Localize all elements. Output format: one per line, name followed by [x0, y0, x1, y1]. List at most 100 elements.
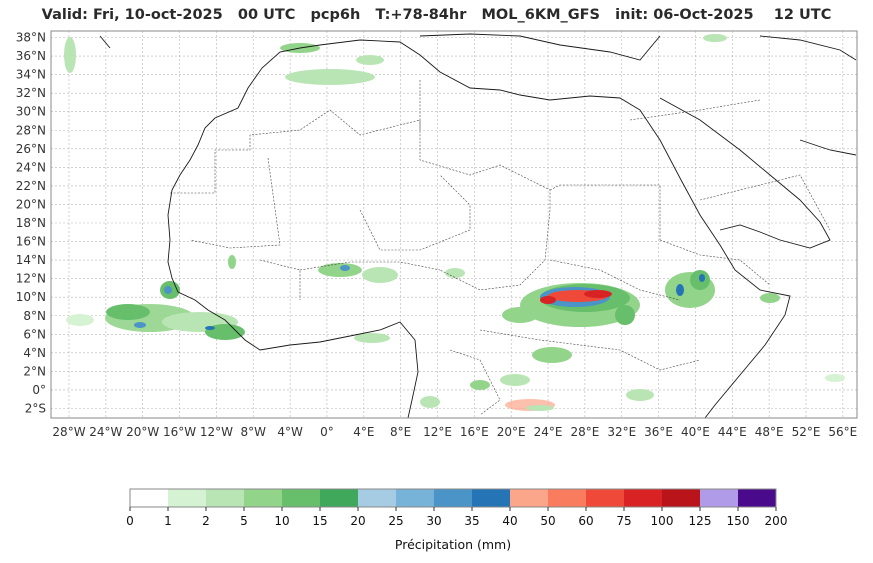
- precip-area: [703, 34, 727, 42]
- lat-label: 4°N: [23, 346, 46, 360]
- lat-label: 2°N: [23, 364, 46, 378]
- coastline: [99, 35, 111, 49]
- precip-area: [760, 293, 780, 303]
- lat-label: 14°N: [16, 253, 46, 267]
- precip-area: [354, 333, 390, 343]
- lon-label: 56°E: [828, 425, 857, 439]
- colorbar-box: [548, 489, 586, 507]
- precip-area: [626, 389, 654, 401]
- lon-label: 36°E: [644, 425, 673, 439]
- lat-label: 6°N: [23, 327, 46, 341]
- lat-label: 24°N: [16, 160, 46, 174]
- lon-label: 24°E: [534, 425, 563, 439]
- precip-area: [205, 326, 215, 330]
- lon-label: 20°W: [126, 425, 159, 439]
- precip-area: [502, 307, 538, 323]
- border-line: [549, 259, 681, 301]
- colorbar-tick-label: 40: [502, 514, 517, 528]
- lat-label: 30°N: [16, 105, 46, 119]
- colorbar-box: [738, 489, 776, 507]
- lat-label: 16°N: [16, 235, 46, 249]
- colorbar-box: [358, 489, 396, 507]
- precip-area: [526, 405, 554, 411]
- lat-label: 18°N: [16, 216, 46, 230]
- border-line: [629, 99, 761, 121]
- lon-label: 16°W: [163, 425, 196, 439]
- precip-area: [318, 263, 362, 277]
- coastline: [659, 97, 831, 249]
- lat-label: 20°N: [16, 197, 46, 211]
- border-line: [299, 261, 441, 271]
- lat-label: 36°N: [16, 49, 46, 63]
- precip-area: [615, 305, 635, 325]
- colorbar-box: [320, 489, 358, 507]
- lon-label: 44°E: [718, 425, 747, 439]
- country-borders: [170, 80, 831, 416]
- lon-label: 28°E: [570, 425, 599, 439]
- lat-label: 38°N: [16, 31, 46, 45]
- lon-label: 40°E: [681, 425, 710, 439]
- precip-area: [420, 396, 440, 408]
- colorbar-label: Précipitation (mm): [394, 537, 512, 552]
- lon-label: 16°E: [460, 425, 489, 439]
- lon-label: 4°W: [277, 425, 303, 439]
- precip-area: [470, 380, 490, 390]
- colorbar-box: [396, 489, 434, 507]
- coastline: [319, 39, 641, 111]
- coastline: [639, 109, 791, 419]
- colorbar-tick-label: 75: [616, 514, 631, 528]
- precip-area: [540, 296, 556, 304]
- lon-label: 8°E: [390, 425, 411, 439]
- precip-area: [285, 69, 375, 85]
- lon-label: 52°E: [792, 425, 821, 439]
- colorbar-tick-label: 30: [426, 514, 441, 528]
- precip-area: [532, 347, 572, 363]
- coastlines: [99, 33, 857, 419]
- colorbar-tick-label: 60: [578, 514, 593, 528]
- coastline: [799, 139, 857, 156]
- precip-area: [500, 374, 530, 386]
- colorbar-tick-label: 100: [651, 514, 674, 528]
- colorbar-tick-label: 10: [274, 514, 289, 528]
- map-title: Valid: Fri, 10-oct-2025 00 UTC pcp6h T:+…: [41, 7, 832, 23]
- lat-label: 34°N: [16, 68, 46, 82]
- border-line: [259, 259, 301, 300]
- colorbar-box: [282, 489, 320, 507]
- colorbar-tick-label: 150: [727, 514, 750, 528]
- border-line: [189, 157, 281, 249]
- colorbar-tick-label: 2: [202, 514, 210, 528]
- colorbar-tick-label: 125: [689, 514, 712, 528]
- colorbar-box: [624, 489, 662, 507]
- precip-area: [66, 314, 94, 326]
- map-frame-bg: [51, 31, 857, 418]
- lon-label: 28°W: [52, 425, 85, 439]
- lon-label: 48°E: [755, 425, 784, 439]
- colorbar-tick-label: 1: [164, 514, 172, 528]
- colorbar-box: [130, 489, 168, 507]
- precip-area: [340, 265, 350, 271]
- colorbar-tick-label: 5: [240, 514, 248, 528]
- map-grid: [51, 31, 857, 418]
- precip-area: [356, 55, 384, 65]
- colorbar-box: [168, 489, 206, 507]
- colorbar-tick-label: 20: [350, 514, 365, 528]
- lon-label: 8°W: [241, 425, 267, 439]
- colorbar-outline: [129, 488, 777, 508]
- precip-area: [445, 268, 465, 278]
- lon-label: 12°W: [200, 425, 233, 439]
- colorbar-tick-label: 200: [765, 514, 788, 528]
- colorbar-ticks: 0 1 2 5 10 15 20 25 30 35 40 50 60 75 100 125 150 200: [126, 507, 787, 528]
- coastline: [419, 33, 661, 61]
- colorbar-box: [434, 489, 472, 507]
- border-line: [449, 349, 501, 416]
- precip-area: [825, 374, 845, 382]
- lon-label: 32°E: [607, 425, 636, 439]
- precip-area: [228, 255, 236, 269]
- lat-label: 2°S: [25, 402, 46, 416]
- latitude-labels: 38°N 36°N 34°N 32°N 30°N 28°N 26°N 24°N 22°N 20°N…: [16, 31, 46, 416]
- lat-label: 28°N: [16, 123, 46, 137]
- border-line: [439, 209, 551, 291]
- border-line: [659, 239, 771, 286]
